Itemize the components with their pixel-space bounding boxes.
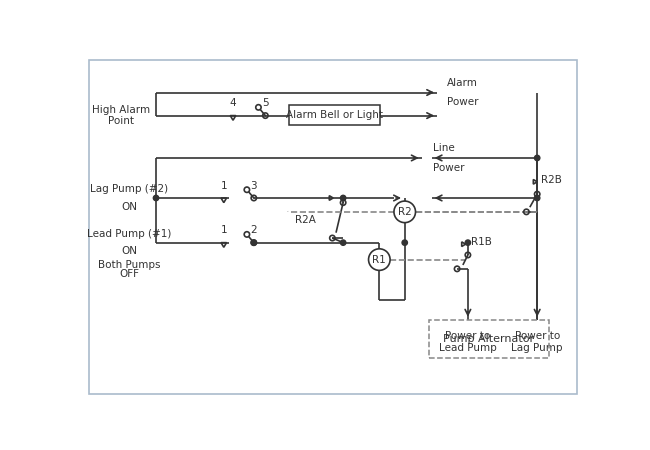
Text: Power: Power xyxy=(433,162,465,172)
Text: R1: R1 xyxy=(372,255,386,265)
Text: OFF: OFF xyxy=(119,269,139,279)
Text: Lead Pump (#1): Lead Pump (#1) xyxy=(87,229,171,239)
Circle shape xyxy=(153,195,159,201)
Circle shape xyxy=(534,155,540,161)
Text: Lag Pump (#2): Lag Pump (#2) xyxy=(90,184,168,194)
Text: High Alarm
Point: High Alarm Point xyxy=(92,105,150,126)
Text: ON: ON xyxy=(121,247,137,256)
Text: R2: R2 xyxy=(398,207,411,217)
Text: R2A: R2A xyxy=(295,215,316,225)
Text: 5: 5 xyxy=(262,99,268,108)
Circle shape xyxy=(341,240,346,245)
Circle shape xyxy=(534,195,540,201)
Text: R2A: R2A xyxy=(287,211,290,212)
Circle shape xyxy=(465,240,471,245)
Text: Both Pumps: Both Pumps xyxy=(98,260,161,270)
Text: 3: 3 xyxy=(250,181,257,191)
Text: Pump Alternator: Pump Alternator xyxy=(443,334,534,344)
Text: Power to
Lead Pump: Power to Lead Pump xyxy=(439,331,497,353)
Circle shape xyxy=(341,195,346,201)
Text: R2B: R2B xyxy=(541,175,562,185)
Text: Line: Line xyxy=(433,144,455,153)
Text: Power to
Lag Pump: Power to Lag Pump xyxy=(512,331,563,353)
Text: 4: 4 xyxy=(229,99,237,108)
Bar xyxy=(289,105,380,125)
Text: Alarm: Alarm xyxy=(447,78,478,88)
Circle shape xyxy=(402,240,408,245)
Text: ON: ON xyxy=(121,202,137,212)
Text: 1: 1 xyxy=(220,225,227,235)
Text: Alarm Bell or Light: Alarm Bell or Light xyxy=(286,110,383,120)
Text: 1: 1 xyxy=(220,181,227,191)
Text: R1B: R1B xyxy=(471,237,492,247)
Text: Power: Power xyxy=(447,97,478,107)
Text: 2: 2 xyxy=(250,225,257,235)
Circle shape xyxy=(251,240,257,245)
Bar xyxy=(430,320,549,358)
